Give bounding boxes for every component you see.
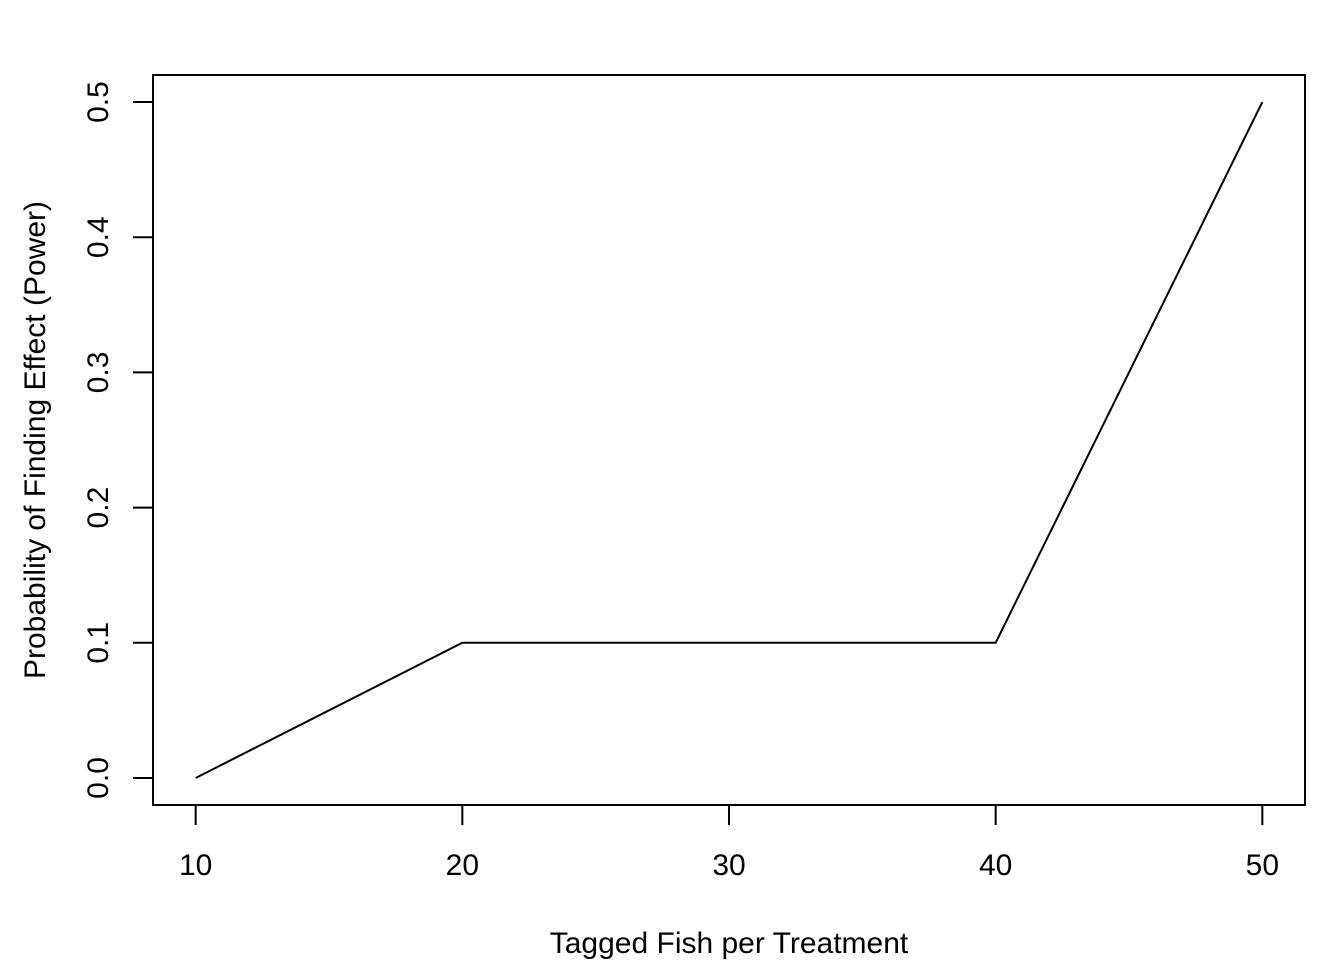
- y-tick-label: 0.3: [82, 352, 115, 394]
- x-tick-label: 20: [446, 849, 479, 882]
- plot-frame: [152, 74, 1306, 806]
- x-tick-label: 30: [712, 849, 745, 882]
- series-layer: [195, 101, 1264, 779]
- x-axis: 10 20 30 40 50: [179, 804, 1279, 882]
- x-axis-label: Tagged Fish per Treatment: [550, 927, 909, 960]
- x-tick-label: 50: [1246, 849, 1279, 882]
- y-tick-label: 0.1: [82, 622, 115, 664]
- y-tick-label: 0.2: [82, 487, 115, 529]
- series-line: [195, 101, 1264, 779]
- y-axis: 0.0 0.1 0.2 0.3 0.4 0.5: [82, 81, 154, 799]
- x-tick-label: 40: [979, 849, 1012, 882]
- y-tick-label: 0.4: [82, 216, 115, 258]
- y-tick-label: 0.0: [82, 757, 115, 799]
- x-tick-label: 10: [179, 849, 212, 882]
- y-tick-label: 0.5: [82, 81, 115, 123]
- y-axis-label: Probability of Finding Effect (Power): [19, 201, 52, 679]
